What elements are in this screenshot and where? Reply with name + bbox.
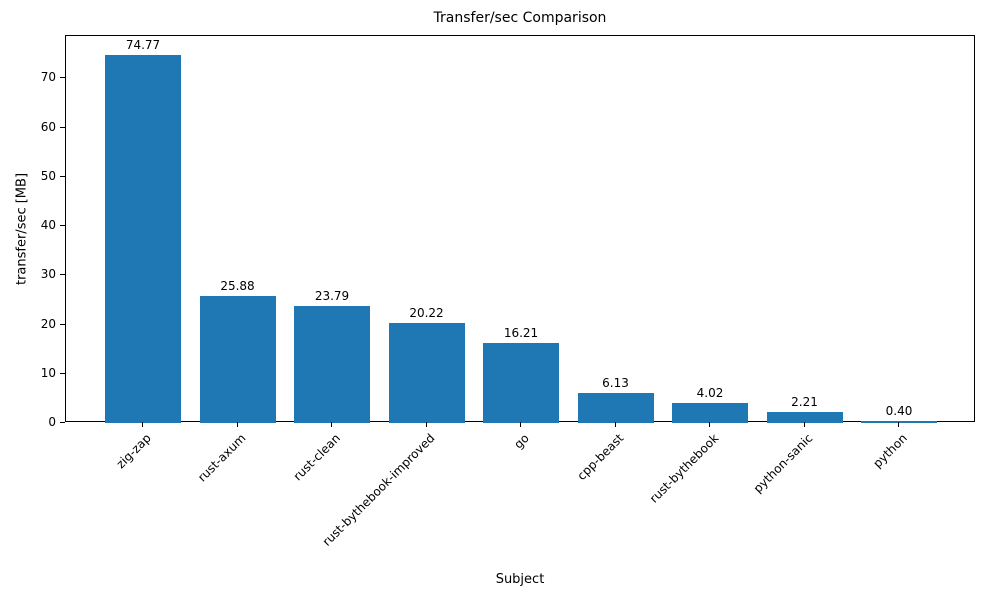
- y-tick: [60, 274, 65, 276]
- x-tick: [425, 422, 427, 427]
- x-tick: [520, 422, 521, 427]
- y-tick: [60, 77, 65, 79]
- x-tick: [614, 422, 616, 427]
- bar: [388, 323, 465, 423]
- bar: [199, 295, 276, 423]
- bar-value-label: 4.02: [696, 386, 724, 401]
- x-tick: [142, 422, 143, 427]
- x-tick: [331, 422, 332, 427]
- y-tick-label: 70: [40, 70, 56, 85]
- x-tick: [803, 422, 805, 427]
- y-tick-label: 60: [40, 119, 56, 134]
- bar: [483, 343, 559, 423]
- bar-value-label: 16.21: [503, 326, 539, 341]
- y-tick: [60, 225, 65, 227]
- bar-value-label: 74.77: [125, 37, 161, 52]
- x-tick: [898, 422, 899, 427]
- y-tick-label: 30: [40, 267, 56, 282]
- x-tick-label: rust-clean: [290, 431, 343, 484]
- x-tick-label: cpp-beast: [574, 431, 627, 483]
- plot-area: 74.77 25.88 23.79 20.22 16.21 6.13 4.02 2.21 0.4…: [65, 35, 975, 423]
- x-tick-label: rust-bythebook: [646, 431, 721, 506]
- y-tick-label: 50: [40, 168, 56, 183]
- bar-value-label: 25.88: [220, 278, 255, 293]
- y-tick: [60, 323, 65, 325]
- bar-value-label: 20.22: [409, 306, 444, 321]
- bar: [105, 54, 181, 423]
- chart-title: Transfer/sec Comparison: [433, 10, 607, 26]
- bar-value-label: 6.13: [602, 375, 629, 390]
- y-tick-label: 0: [48, 415, 56, 429]
- x-tick-label: rust-bythebook-improved: [319, 431, 438, 549]
- y-tick-label: 40: [40, 218, 56, 233]
- x-axis-label: Subject: [495, 572, 545, 587]
- bar: [294, 305, 370, 423]
- bar-value-label: 2.21: [791, 395, 818, 410]
- y-tick: [60, 175, 65, 177]
- x-tick-label: python-sanic: [750, 431, 816, 496]
- bar: [861, 421, 937, 423]
- x-tick-label: zig-zap: [113, 431, 154, 472]
- y-tick-label: 10: [40, 365, 56, 380]
- y-tick: [60, 126, 65, 128]
- bar: [577, 392, 654, 423]
- x-tick: [709, 422, 710, 427]
- y-tick: [60, 422, 65, 423]
- bar: [766, 412, 843, 423]
- x-tick-label: go: [511, 431, 532, 452]
- x-tick-label: rust-axum: [194, 431, 249, 485]
- x-tick: [236, 422, 238, 427]
- bar-value-label: 0.40: [885, 404, 913, 419]
- x-tick-label: python: [870, 431, 910, 471]
- bar-value-label: 23.79: [314, 288, 350, 303]
- y-tick: [60, 372, 65, 374]
- y-tick-label: 20: [40, 316, 56, 331]
- bar: [672, 403, 748, 423]
